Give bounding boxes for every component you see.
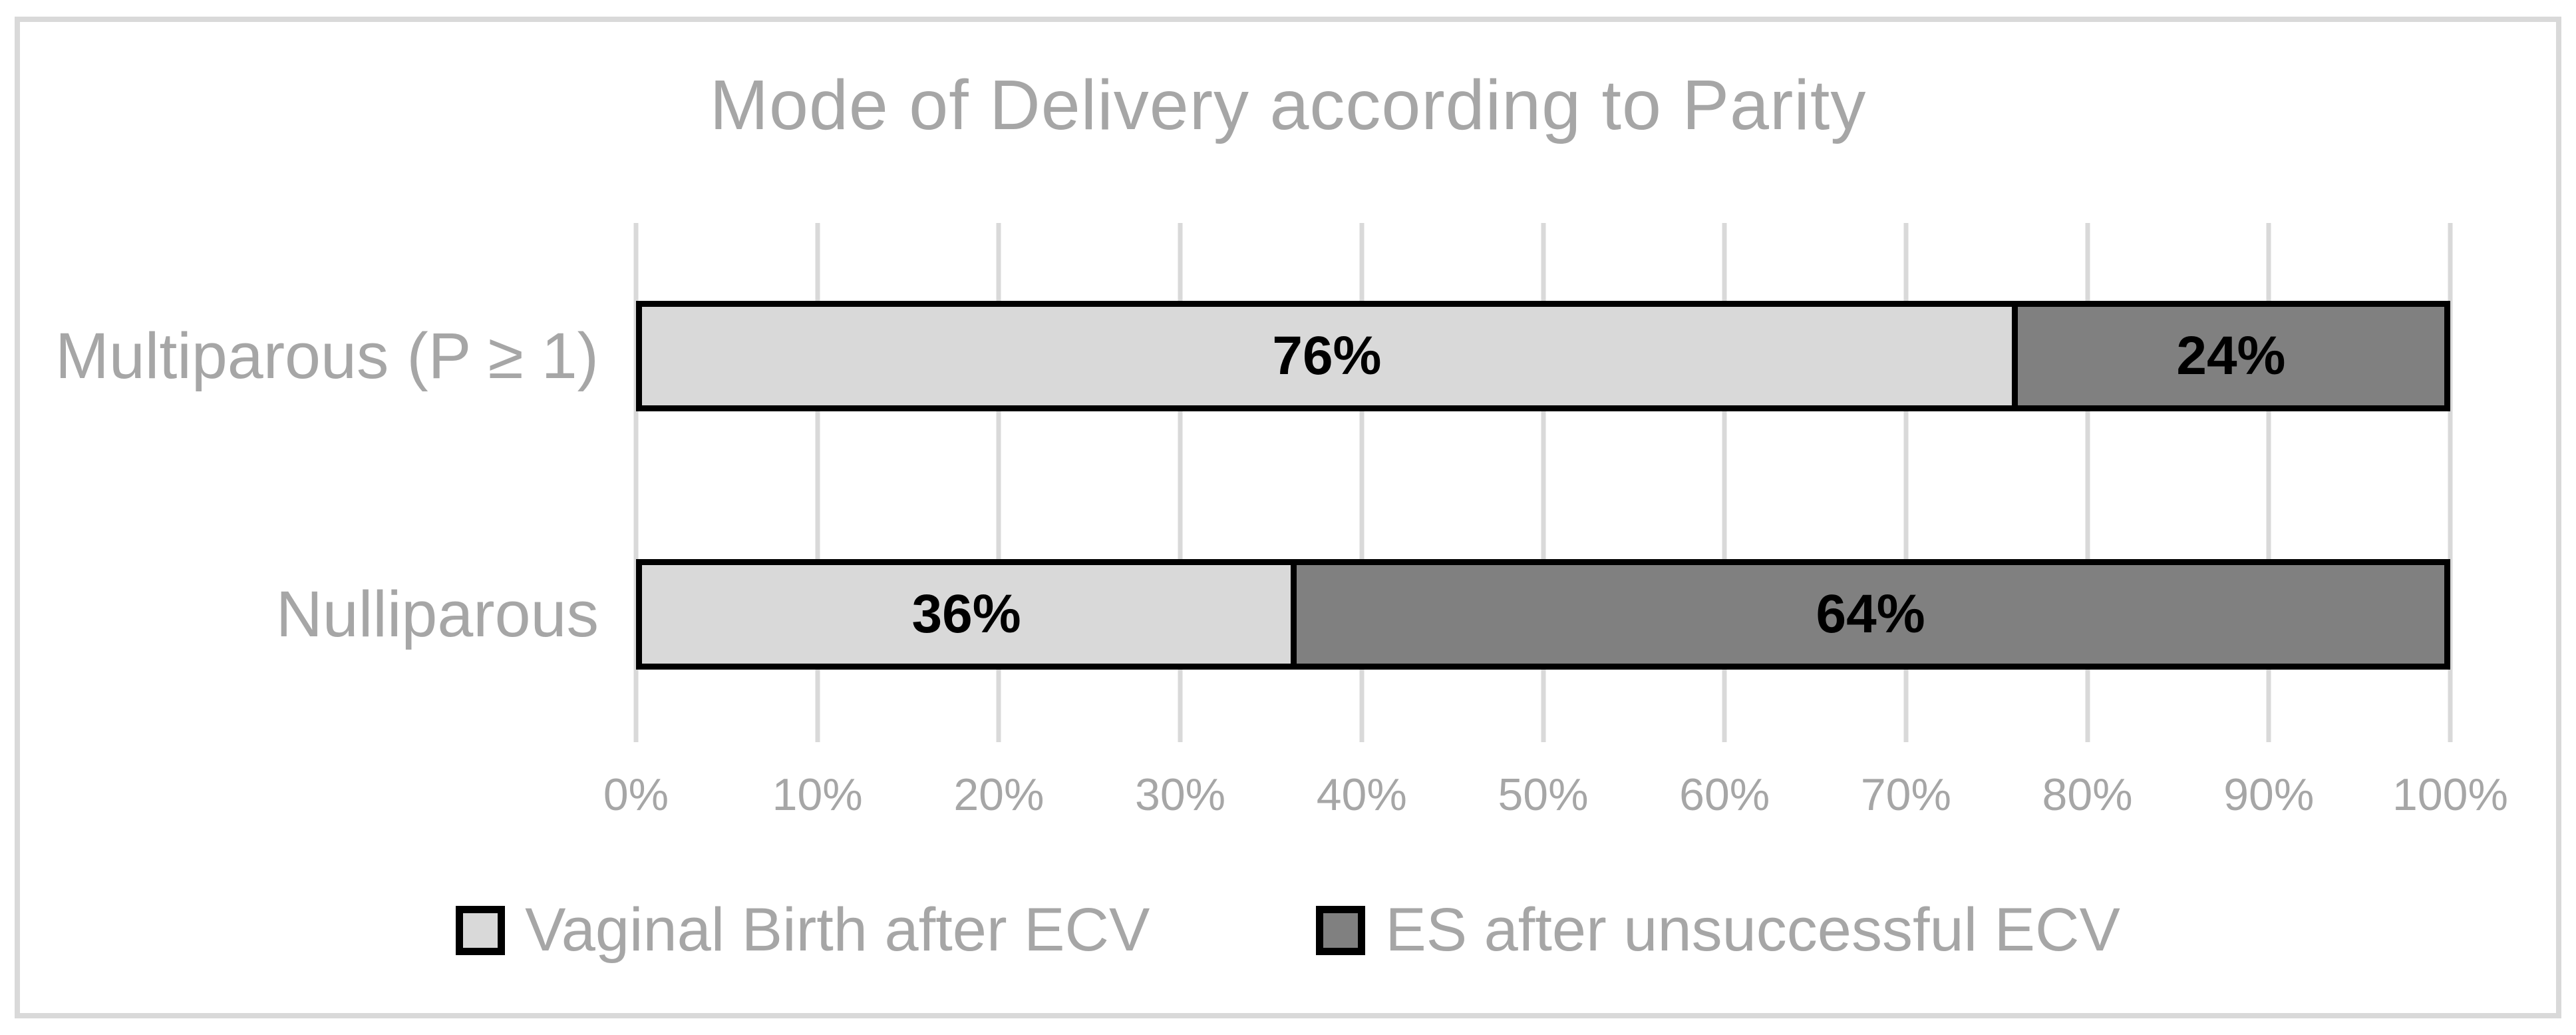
stacked-bar: 76% 24% bbox=[636, 301, 2450, 411]
gridline bbox=[1903, 223, 1909, 742]
gridline bbox=[1359, 223, 1365, 742]
x-axis-tick-label: 80% bbox=[2042, 769, 2133, 820]
x-axis-tick-label: 10% bbox=[772, 769, 863, 820]
x-axis-tick-labels: 0% 10% 20% 30% 40% 50% 60% 70% 80% 90% 100% bbox=[603, 769, 2508, 829]
gridline bbox=[2448, 223, 2453, 742]
legend-item-vaginal-birth: Vaginal Birth after ECV bbox=[456, 895, 1150, 965]
x-axis-tick-label: 50% bbox=[1498, 769, 1589, 820]
legend: Vaginal Birth after ECV ES after unsucce… bbox=[0, 895, 2576, 965]
legend-swatch-vaginal-birth-icon bbox=[456, 905, 506, 955]
x-axis-tick-label: 30% bbox=[1135, 769, 1226, 820]
category-axis-labels: Multiparous (P ≥ 1) Nulliparous bbox=[0, 223, 599, 742]
bar-segment-vaginal-birth: 76% bbox=[642, 307, 2012, 405]
x-axis-tick-label: 60% bbox=[1679, 769, 1770, 820]
category-label: Multiparous (P ≥ 1) bbox=[55, 319, 599, 392]
bar-segment-es: 64% bbox=[1291, 565, 2444, 664]
chart-border-frame bbox=[15, 17, 2561, 1018]
x-axis-tick-label: 40% bbox=[1316, 769, 1407, 820]
data-label: 24% bbox=[2176, 325, 2286, 386]
gridline bbox=[996, 223, 1001, 742]
gridline bbox=[815, 223, 820, 742]
data-label: 64% bbox=[1816, 584, 1925, 644]
x-axis-tick-label: 20% bbox=[953, 769, 1045, 820]
gridline bbox=[1541, 223, 1545, 742]
chart-title: Mode of Delivery according to Parity bbox=[709, 66, 1867, 144]
stacked-bar: 36% 64% bbox=[636, 559, 2450, 670]
gridline bbox=[2266, 223, 2271, 742]
x-axis-tick-label: 90% bbox=[2223, 769, 2315, 820]
plot-area: 76% 24% 36% 64% bbox=[633, 223, 2453, 742]
bar-segment-es: 24% bbox=[2011, 307, 2444, 405]
data-label: 76% bbox=[1272, 325, 1382, 386]
x-axis-tick-label: 100% bbox=[2392, 769, 2508, 820]
legend-label-es: ES after unsuccessful ECV bbox=[1385, 896, 2120, 964]
gridline bbox=[1178, 223, 1183, 742]
legend-label-vaginal-birth: Vaginal Birth after ECV bbox=[525, 896, 1150, 964]
category-label: Nulliparous bbox=[275, 578, 599, 650]
x-axis-tick-label: 70% bbox=[1860, 769, 1951, 820]
gridline bbox=[1722, 223, 1727, 742]
legend-swatch-es-icon bbox=[1316, 905, 1366, 955]
bar-segment-vaginal-birth: 36% bbox=[642, 565, 1291, 664]
legend-item-es: ES after unsuccessful ECV bbox=[1316, 895, 2120, 965]
gridline bbox=[2085, 223, 2090, 742]
data-label: 36% bbox=[911, 584, 1021, 644]
gridline bbox=[633, 223, 639, 742]
x-axis-tick-label: 0% bbox=[603, 769, 669, 820]
